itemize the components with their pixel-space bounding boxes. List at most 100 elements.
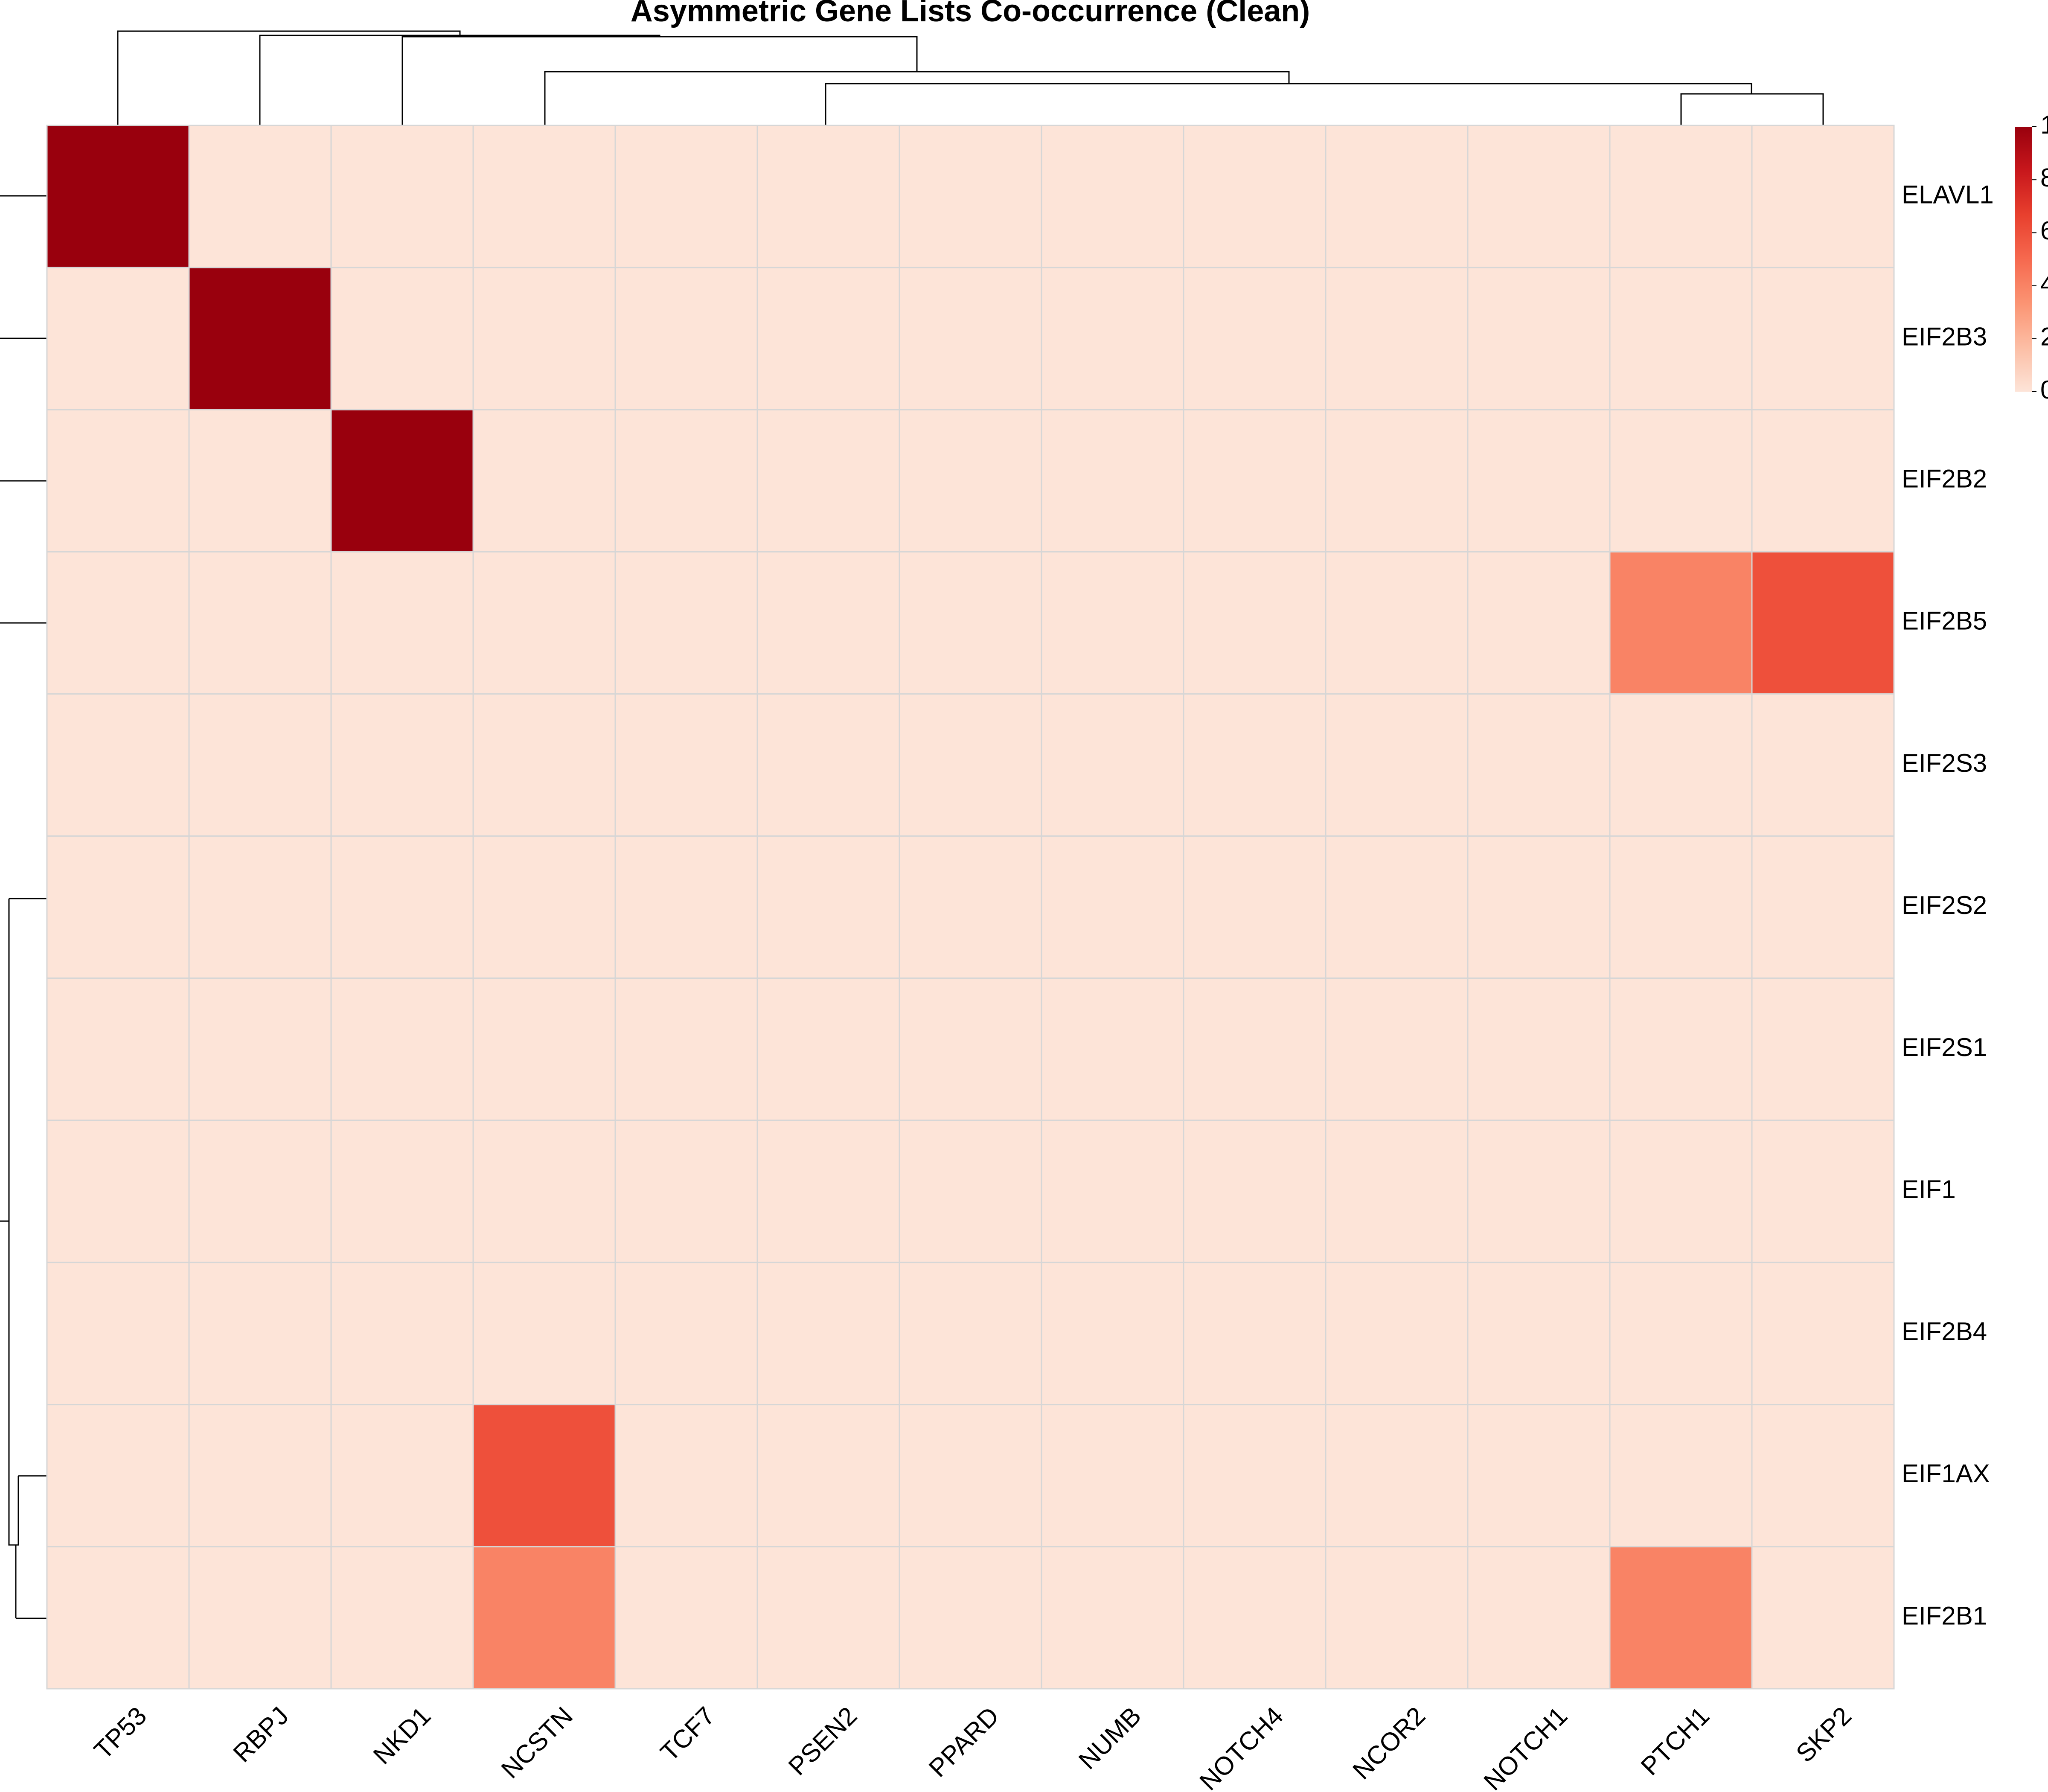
cell: [1751, 693, 1895, 837]
cell: [1467, 409, 1611, 553]
cell: [1609, 1546, 1753, 1690]
colorbar-tick-label: 2: [2040, 323, 2048, 351]
row-label: EIF2B1: [1902, 1601, 1987, 1630]
colorbar-tick-label: 8: [2040, 163, 2048, 192]
cell: [1467, 835, 1611, 979]
cell: [1467, 1262, 1611, 1405]
cell: [1325, 125, 1469, 268]
cell: [1467, 551, 1611, 695]
cell: [614, 1262, 758, 1405]
cell: [614, 125, 758, 268]
cell: [1041, 835, 1184, 979]
row-label: EIF2S3: [1902, 749, 1987, 777]
cell: [1751, 409, 1895, 553]
row-label: ELAVL1: [1902, 180, 1994, 209]
cell: [1183, 977, 1327, 1121]
cell: [1751, 125, 1895, 268]
cell: [899, 693, 1042, 837]
cell: [1467, 1546, 1611, 1690]
heatmap: [46, 125, 1895, 1690]
cell: [46, 1546, 190, 1690]
cell: [614, 1546, 758, 1690]
cell: [188, 1262, 332, 1405]
cell: [1467, 1404, 1611, 1548]
cell: [614, 409, 758, 553]
row-label: EIF1AX: [1902, 1459, 1990, 1488]
cell: [1325, 1262, 1469, 1405]
cell: [899, 1404, 1042, 1548]
cell: [1183, 1120, 1327, 1263]
cell: [1041, 1120, 1184, 1263]
cell: [46, 551, 190, 695]
cell: [46, 977, 190, 1121]
cell: [330, 977, 474, 1121]
cell: [188, 835, 332, 979]
cell: [756, 1120, 900, 1263]
cell: [1183, 409, 1327, 553]
cell: [472, 409, 616, 553]
cell: [1041, 693, 1184, 837]
cell: [1183, 267, 1327, 410]
cell: [188, 1546, 332, 1690]
cell: [756, 551, 900, 695]
cell: [472, 125, 616, 268]
cell: [899, 1262, 1042, 1405]
cell: [614, 267, 758, 410]
column-label: PTCH1: [1635, 1701, 1715, 1780]
cell: [1325, 1120, 1469, 1263]
cell: [1325, 409, 1469, 553]
cell: [472, 1120, 616, 1263]
cell: [1041, 551, 1184, 695]
cell: [1183, 125, 1327, 268]
cell: [1183, 551, 1327, 695]
cell: [1609, 125, 1753, 268]
cell: [899, 551, 1042, 695]
cell: [756, 409, 900, 553]
cell: [472, 1262, 616, 1405]
cell: [1609, 1404, 1753, 1548]
cell: [188, 1404, 332, 1548]
cell: [1751, 835, 1895, 979]
row-label: EIF2B5: [1902, 607, 1987, 635]
cell: [1041, 977, 1184, 1121]
cell: [1325, 693, 1469, 837]
cell: [1041, 1262, 1184, 1405]
cell: [1751, 1262, 1895, 1405]
cell: [1467, 267, 1611, 410]
cell: [1751, 267, 1895, 410]
cell: [1609, 409, 1753, 553]
cell: [472, 267, 616, 410]
row-label: EIF2B3: [1902, 322, 1987, 351]
colorbar-tick-label: 10: [2040, 111, 2048, 139]
cell: [1609, 1262, 1753, 1405]
cell: [46, 1404, 190, 1548]
cell: [472, 977, 616, 1121]
cell: [1041, 267, 1184, 410]
cell: [756, 267, 900, 410]
column-label: TCF7: [655, 1701, 720, 1766]
cell: [472, 835, 616, 979]
cell: [614, 551, 758, 695]
cell: [1467, 977, 1611, 1121]
cell: [46, 1120, 190, 1263]
cell: [46, 1262, 190, 1405]
cell: [330, 835, 474, 979]
cell: [899, 1546, 1042, 1690]
cell: [614, 693, 758, 837]
cell: [46, 835, 190, 979]
cell: [899, 1120, 1042, 1263]
column-label: NOTCH1: [1478, 1701, 1573, 1792]
cell: [614, 1404, 758, 1548]
cell: [188, 1120, 332, 1263]
cell: [330, 409, 474, 553]
cell: [1183, 1404, 1327, 1548]
cell: [756, 1404, 900, 1548]
cell: [330, 267, 474, 410]
column-label: NUMB: [1073, 1701, 1146, 1775]
cell: [1609, 551, 1753, 695]
cell: [188, 125, 332, 268]
cell: [1041, 1404, 1184, 1548]
cell: [1609, 977, 1753, 1121]
row-label: EIF2S2: [1902, 891, 1987, 919]
